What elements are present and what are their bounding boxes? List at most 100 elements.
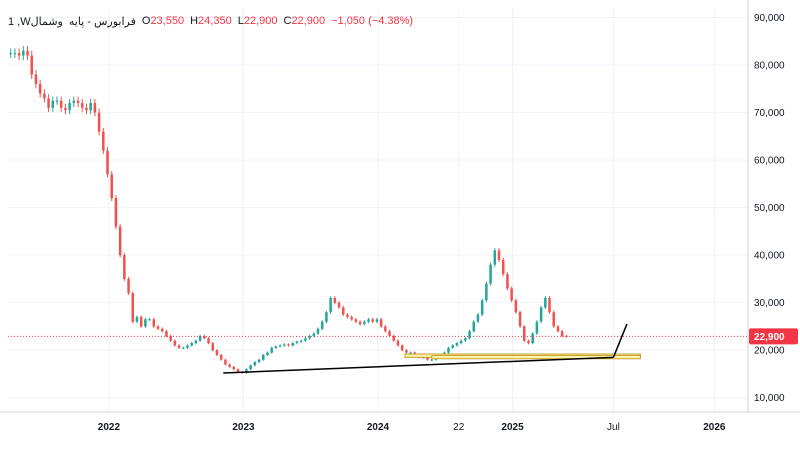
candle[interactable] bbox=[501, 257, 505, 277]
candle[interactable] bbox=[506, 272, 509, 291]
candle[interactable] bbox=[531, 332, 534, 345]
candle[interactable] bbox=[55, 96, 59, 105]
candle[interactable] bbox=[447, 346, 450, 354]
candle[interactable] bbox=[278, 344, 282, 348]
candle[interactable] bbox=[156, 325, 160, 331]
candle[interactable] bbox=[253, 361, 257, 367]
candle[interactable] bbox=[548, 296, 551, 314]
candle[interactable] bbox=[354, 317, 358, 324]
candle[interactable] bbox=[556, 325, 560, 333]
candle[interactable] bbox=[367, 317, 370, 324]
candle[interactable] bbox=[320, 320, 324, 331]
candle[interactable] bbox=[43, 89, 46, 103]
candle[interactable] bbox=[329, 296, 332, 314]
candle[interactable] bbox=[114, 195, 118, 230]
candle[interactable] bbox=[316, 327, 320, 335]
candle[interactable] bbox=[219, 353, 223, 361]
candle[interactable] bbox=[459, 339, 463, 345]
candle[interactable] bbox=[13, 48, 17, 58]
candle[interactable] bbox=[22, 46, 25, 61]
candle[interactable] bbox=[194, 339, 198, 345]
candle[interactable] bbox=[497, 248, 501, 263]
support-zone-2[interactable] bbox=[431, 354, 641, 360]
candle[interactable] bbox=[85, 103, 88, 115]
candle[interactable] bbox=[266, 351, 269, 357]
candle[interactable] bbox=[384, 325, 387, 333]
legend-symbol[interactable]: 1 ,Wوشمال bbox=[8, 15, 63, 28]
candle[interactable] bbox=[304, 337, 307, 342]
candle[interactable] bbox=[535, 320, 539, 335]
candle[interactable] bbox=[68, 98, 71, 115]
candle[interactable] bbox=[169, 334, 172, 342]
candle[interactable] bbox=[346, 312, 349, 319]
candle[interactable] bbox=[396, 339, 400, 347]
candle[interactable] bbox=[299, 339, 303, 343]
candle[interactable] bbox=[118, 224, 122, 258]
candle[interactable] bbox=[262, 353, 265, 361]
candle[interactable] bbox=[295, 340, 299, 345]
candle[interactable] bbox=[291, 341, 294, 347]
candle[interactable] bbox=[350, 315, 353, 321]
candle[interactable] bbox=[139, 315, 143, 328]
candle[interactable] bbox=[308, 334, 311, 340]
candle[interactable] bbox=[333, 296, 337, 305]
candle[interactable] bbox=[325, 310, 328, 324]
candle[interactable] bbox=[47, 94, 50, 112]
candle[interactable] bbox=[177, 344, 181, 350]
candle[interactable] bbox=[493, 248, 497, 267]
candle[interactable] bbox=[392, 334, 396, 342]
candle[interactable] bbox=[224, 358, 227, 366]
candle[interactable] bbox=[409, 351, 412, 354]
candle[interactable] bbox=[552, 310, 555, 328]
candle[interactable] bbox=[186, 344, 189, 350]
candle[interactable] bbox=[379, 317, 383, 328]
candle[interactable] bbox=[363, 320, 366, 326]
candle[interactable] bbox=[523, 325, 526, 342]
candle[interactable] bbox=[468, 329, 471, 340]
candle[interactable] bbox=[203, 334, 206, 340]
candle[interactable] bbox=[539, 305, 543, 324]
candle[interactable] bbox=[274, 345, 278, 350]
candle[interactable] bbox=[211, 341, 215, 352]
candle[interactable] bbox=[560, 329, 564, 338]
candle[interactable] bbox=[102, 127, 105, 155]
candle[interactable] bbox=[371, 317, 374, 324]
candle[interactable] bbox=[135, 315, 139, 324]
candle[interactable] bbox=[510, 286, 513, 303]
x-axis[interactable]: 2022 2023 2024 22 2025 Jul 2026 bbox=[0, 411, 800, 433]
candle[interactable] bbox=[198, 334, 202, 342]
candle[interactable] bbox=[358, 320, 362, 326]
candle[interactable] bbox=[51, 96, 55, 112]
candle[interactable] bbox=[106, 147, 109, 178]
candle[interactable] bbox=[9, 48, 12, 58]
candle[interactable] bbox=[93, 98, 97, 117]
candle[interactable] bbox=[97, 108, 101, 136]
candle[interactable] bbox=[249, 364, 252, 371]
candle[interactable] bbox=[148, 317, 151, 321]
candle[interactable] bbox=[160, 327, 164, 333]
candle[interactable] bbox=[59, 96, 63, 112]
candle[interactable] bbox=[245, 368, 248, 374]
candle[interactable] bbox=[26, 46, 29, 61]
candle[interactable] bbox=[89, 98, 92, 115]
candle[interactable] bbox=[232, 365, 236, 371]
candle[interactable] bbox=[270, 346, 273, 354]
candle[interactable] bbox=[527, 339, 530, 345]
candle[interactable] bbox=[110, 171, 113, 202]
candle[interactable] bbox=[514, 298, 518, 314]
candle[interactable] bbox=[464, 337, 467, 342]
candle[interactable] bbox=[455, 341, 459, 347]
candle[interactable] bbox=[480, 298, 484, 317]
candle[interactable] bbox=[375, 317, 379, 324]
candle[interactable] bbox=[38, 79, 42, 98]
trendline-projection[interactable] bbox=[612, 323, 628, 358]
candle[interactable] bbox=[190, 341, 193, 347]
candle[interactable] bbox=[182, 346, 185, 350]
y-axis[interactable]: 10,000 20,000 30,000 40,000 50,000 60,000 70,0… bbox=[747, 0, 798, 412]
candle[interactable] bbox=[144, 317, 147, 328]
candle[interactable] bbox=[312, 332, 316, 338]
candle[interactable] bbox=[165, 329, 168, 338]
candle[interactable] bbox=[451, 344, 454, 350]
